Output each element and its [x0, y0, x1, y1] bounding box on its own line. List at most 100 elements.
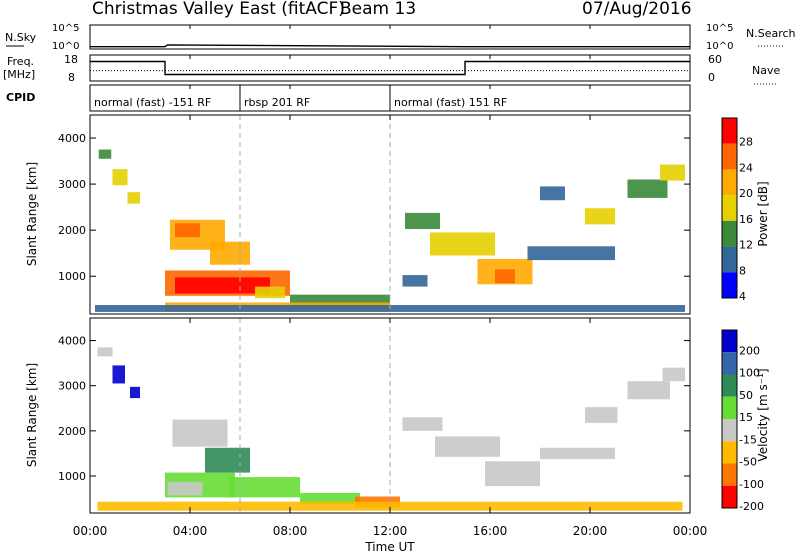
data-patch — [230, 477, 300, 498]
data-patch — [175, 277, 270, 294]
colorbar-tick-label: 4 — [739, 290, 746, 303]
noise-ytick-left-top: 10^5 — [52, 23, 79, 34]
power-ylabel: Slant Range [km] — [25, 162, 39, 266]
colorbar-swatch — [722, 169, 737, 196]
data-patch — [98, 149, 112, 159]
colorbar-swatch — [722, 143, 737, 170]
x-tick-label: 16:00 — [473, 524, 508, 538]
data-patch — [402, 417, 443, 431]
power-colorbar: 28 24 20 16 12 8 4 — [721, 117, 753, 303]
colorbar-swatch — [722, 272, 737, 298]
colorbar-swatch — [722, 396, 737, 419]
data-patch — [627, 179, 668, 198]
x-tick-label: 20:00 — [573, 524, 608, 538]
data-patch — [130, 386, 140, 399]
noise-series-line-0 — [90, 44, 690, 48]
power-y-axis: 1000 2000 3000 4000 — [58, 132, 690, 283]
colorbar-tick-label: 24 — [739, 161, 753, 174]
data-patch — [97, 347, 113, 357]
cpid-segments: normal (fast) -151 RF rbsp 201 RF normal (… — [94, 85, 507, 111]
data-patch — [660, 164, 685, 181]
noise-right-label: N.Search — [746, 27, 796, 40]
y-tick-label: 4000 — [58, 335, 86, 348]
data-patch — [97, 501, 683, 511]
colorbar-frame — [721, 117, 738, 299]
data-patch — [540, 186, 565, 201]
colorbar-swatch — [722, 195, 737, 221]
colorbar-swatch — [722, 330, 737, 353]
freq-ytick-right-bottom: 0 — [708, 71, 715, 84]
colorbar-tick-label: 12 — [739, 239, 753, 252]
colorbar-swatch — [722, 441, 737, 464]
velocity-colorbar: 200 100 50 15 -15 -50 -100 -200 — [721, 329, 764, 513]
cpid-segment-label: rbsp 201 RF — [244, 96, 310, 109]
x-tick-label: 00:00 — [73, 524, 108, 538]
noise-ytick-left-bottom: 10^0 — [52, 41, 79, 52]
data-patch — [495, 269, 515, 284]
noise-left-label: N.Sky — [5, 31, 37, 44]
y-tick-label: 1000 — [58, 470, 86, 483]
data-patch — [175, 223, 200, 238]
y-tick-label: 3000 — [58, 178, 86, 191]
freq-ytick-left-bottom: 8 — [68, 71, 75, 84]
colorbar-tick-label: -50 — [739, 456, 757, 469]
data-patch — [300, 492, 360, 505]
y-tick-label: 2000 — [58, 224, 86, 237]
colorbar-tick-label: -15 — [739, 433, 757, 446]
y-tick-label: 2000 — [58, 425, 86, 438]
data-patch — [167, 481, 203, 496]
frequency-series — [90, 60, 690, 76]
power-heatmap — [95, 115, 685, 314]
x-axis-label: Time UT — [364, 540, 415, 554]
freq-left-label: Freq. — [7, 55, 34, 68]
beam-label: Beam 13 — [340, 0, 416, 19]
data-patch — [205, 447, 250, 473]
data-patch — [112, 169, 128, 186]
data-patch — [255, 286, 285, 299]
plot-title: Christmas Valley East (fitACF) — [92, 0, 345, 19]
data-patch — [585, 407, 618, 423]
data-patch — [172, 419, 228, 447]
data-patch — [485, 461, 540, 487]
freq-right-label: Nave — [752, 64, 780, 77]
x-tick-label: 12:00 — [373, 524, 408, 538]
data-patch — [112, 365, 125, 384]
frequency-series-line-0 — [90, 60, 690, 76]
freq-left-unit: [MHz] — [3, 68, 35, 81]
cpid-segment-label: normal (fast) -151 RF — [94, 96, 211, 109]
velocity-colorbar-label: Velocity [m s⁻¹] — [756, 368, 770, 461]
freq-ytick-right-top: 60 — [708, 53, 722, 66]
colorbar-tick-label: 200 — [739, 344, 760, 357]
data-patch — [430, 232, 495, 256]
time-x-axis: 00:00 04:00 08:00 12:00 16:00 20:00 00:00 — [73, 25, 707, 538]
data-patch — [210, 241, 250, 265]
colorbar-tick-label: 16 — [739, 213, 753, 226]
colorbar-tick-label: -100 — [739, 478, 764, 491]
colorbar-tick-label: -200 — [739, 500, 764, 513]
noise-series — [90, 44, 690, 48]
data-patch — [627, 381, 670, 400]
colorbar-tick-label: 8 — [739, 264, 746, 277]
colorbar-swatch — [722, 118, 737, 144]
colorbar-swatch — [722, 246, 737, 273]
x-tick-label: 08:00 — [273, 524, 308, 538]
data-patch — [540, 447, 615, 460]
colorbar-tick-label: 20 — [739, 187, 753, 200]
colorbar-swatch — [722, 220, 737, 247]
colorbar-swatch — [722, 463, 737, 486]
noise-ytick-right-top: 10^5 — [706, 23, 733, 34]
colorbar-swatch — [722, 419, 737, 442]
noise-ytick-right-bottom: 10^0 — [706, 41, 733, 52]
data-patch — [405, 212, 440, 230]
y-tick-label: 4000 — [58, 132, 86, 145]
date-label: 07/Aug/2016 — [582, 0, 692, 19]
colorbar-tick-label: 15 — [739, 411, 753, 424]
colorbar-swatch — [722, 374, 737, 397]
colorbar-frame — [721, 329, 738, 509]
cpid-segment-label: normal (fast) 151 RF — [394, 96, 507, 109]
data-patch — [527, 246, 615, 261]
velocity-ylabel: Slant Range [km] — [25, 363, 39, 467]
y-tick-label: 1000 — [58, 270, 86, 283]
velocity-y-axis: 1000 2000 3000 4000 — [58, 335, 690, 483]
data-patch — [127, 192, 140, 204]
